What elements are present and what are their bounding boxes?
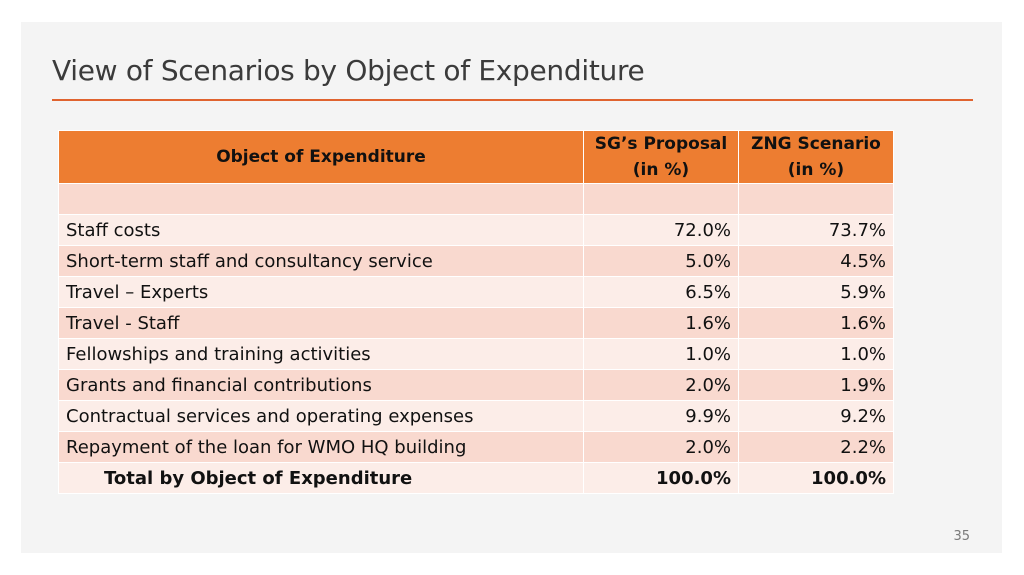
row-label: Travel - Staff (58, 307, 584, 339)
row-sg-value: 2.0% (583, 431, 739, 463)
row-sg-value: 2.0% (583, 369, 739, 401)
total-row: Total by Object of Expenditure 100.0% 10… (58, 462, 894, 494)
column-header-sg-proposal: SG’s Proposal (in %) (583, 130, 739, 184)
row-zng-value: 1.0% (738, 338, 894, 370)
row-label: Repayment of the loan for WMO HQ buildin… (58, 431, 584, 463)
row-label: Grants and financial contributions (58, 369, 584, 401)
page-number: 35 (953, 529, 970, 544)
row-sg-value (583, 183, 739, 215)
row-label: Contractual services and operating expen… (58, 400, 584, 432)
row-sg-value: 9.9% (583, 400, 739, 432)
table-row: Short-term staff and consultancy service… (58, 245, 894, 277)
row-sg-value: 1.6% (583, 307, 739, 339)
table-row (58, 183, 894, 215)
expenditure-table: Object of Expenditure SG’s Proposal (in … (58, 130, 894, 494)
title-divider (52, 99, 973, 101)
page-title: View of Scenarios by Object of Expenditu… (52, 54, 645, 87)
row-zng-value: 2.2% (738, 431, 894, 463)
column-header-zng-line1: ZNG Scenario (751, 134, 881, 154)
table-row: Fellowships and training activities 1.0%… (58, 338, 894, 370)
row-zng-value: 1.6% (738, 307, 894, 339)
total-zng-value: 100.0% (738, 462, 894, 494)
table-row: Grants and financial contributions 2.0% … (58, 369, 894, 401)
row-sg-value: 72.0% (583, 214, 739, 246)
row-sg-value: 6.5% (583, 276, 739, 308)
row-zng-value: 4.5% (738, 245, 894, 277)
row-label: Staff costs (58, 214, 584, 246)
column-header-sg-line1: SG’s Proposal (594, 134, 728, 154)
row-zng-value: 73.7% (738, 214, 894, 246)
column-header-sg-line2: (in %) (632, 160, 690, 180)
row-label: Short-term staff and consultancy service (58, 245, 584, 277)
table-row: Staff costs 72.0% 73.7% (58, 214, 894, 246)
total-sg-value: 100.0% (583, 462, 739, 494)
row-zng-value (738, 183, 894, 215)
column-header-object: Object of Expenditure (58, 130, 584, 184)
table-row: Contractual services and operating expen… (58, 400, 894, 432)
row-label (58, 183, 584, 215)
column-header-zng-line2: (in %) (787, 160, 845, 180)
row-sg-value: 1.0% (583, 338, 739, 370)
row-zng-value: 1.9% (738, 369, 894, 401)
table-row: Travel – Experts 6.5% 5.9% (58, 276, 894, 308)
table-header-row: Object of Expenditure SG’s Proposal (in … (58, 130, 894, 184)
slide: View of Scenarios by Object of Expenditu… (21, 22, 1002, 553)
table-row: Repayment of the loan for WMO HQ buildin… (58, 431, 894, 463)
column-header-zng-scenario: ZNG Scenario (in %) (738, 130, 894, 184)
total-label: Total by Object of Expenditure (58, 462, 584, 494)
row-zng-value: 5.9% (738, 276, 894, 308)
row-label: Travel – Experts (58, 276, 584, 308)
row-sg-value: 5.0% (583, 245, 739, 277)
table-row: Travel - Staff 1.6% 1.6% (58, 307, 894, 339)
row-zng-value: 9.2% (738, 400, 894, 432)
row-label: Fellowships and training activities (58, 338, 584, 370)
column-header-object-label: Object of Expenditure (216, 147, 426, 167)
